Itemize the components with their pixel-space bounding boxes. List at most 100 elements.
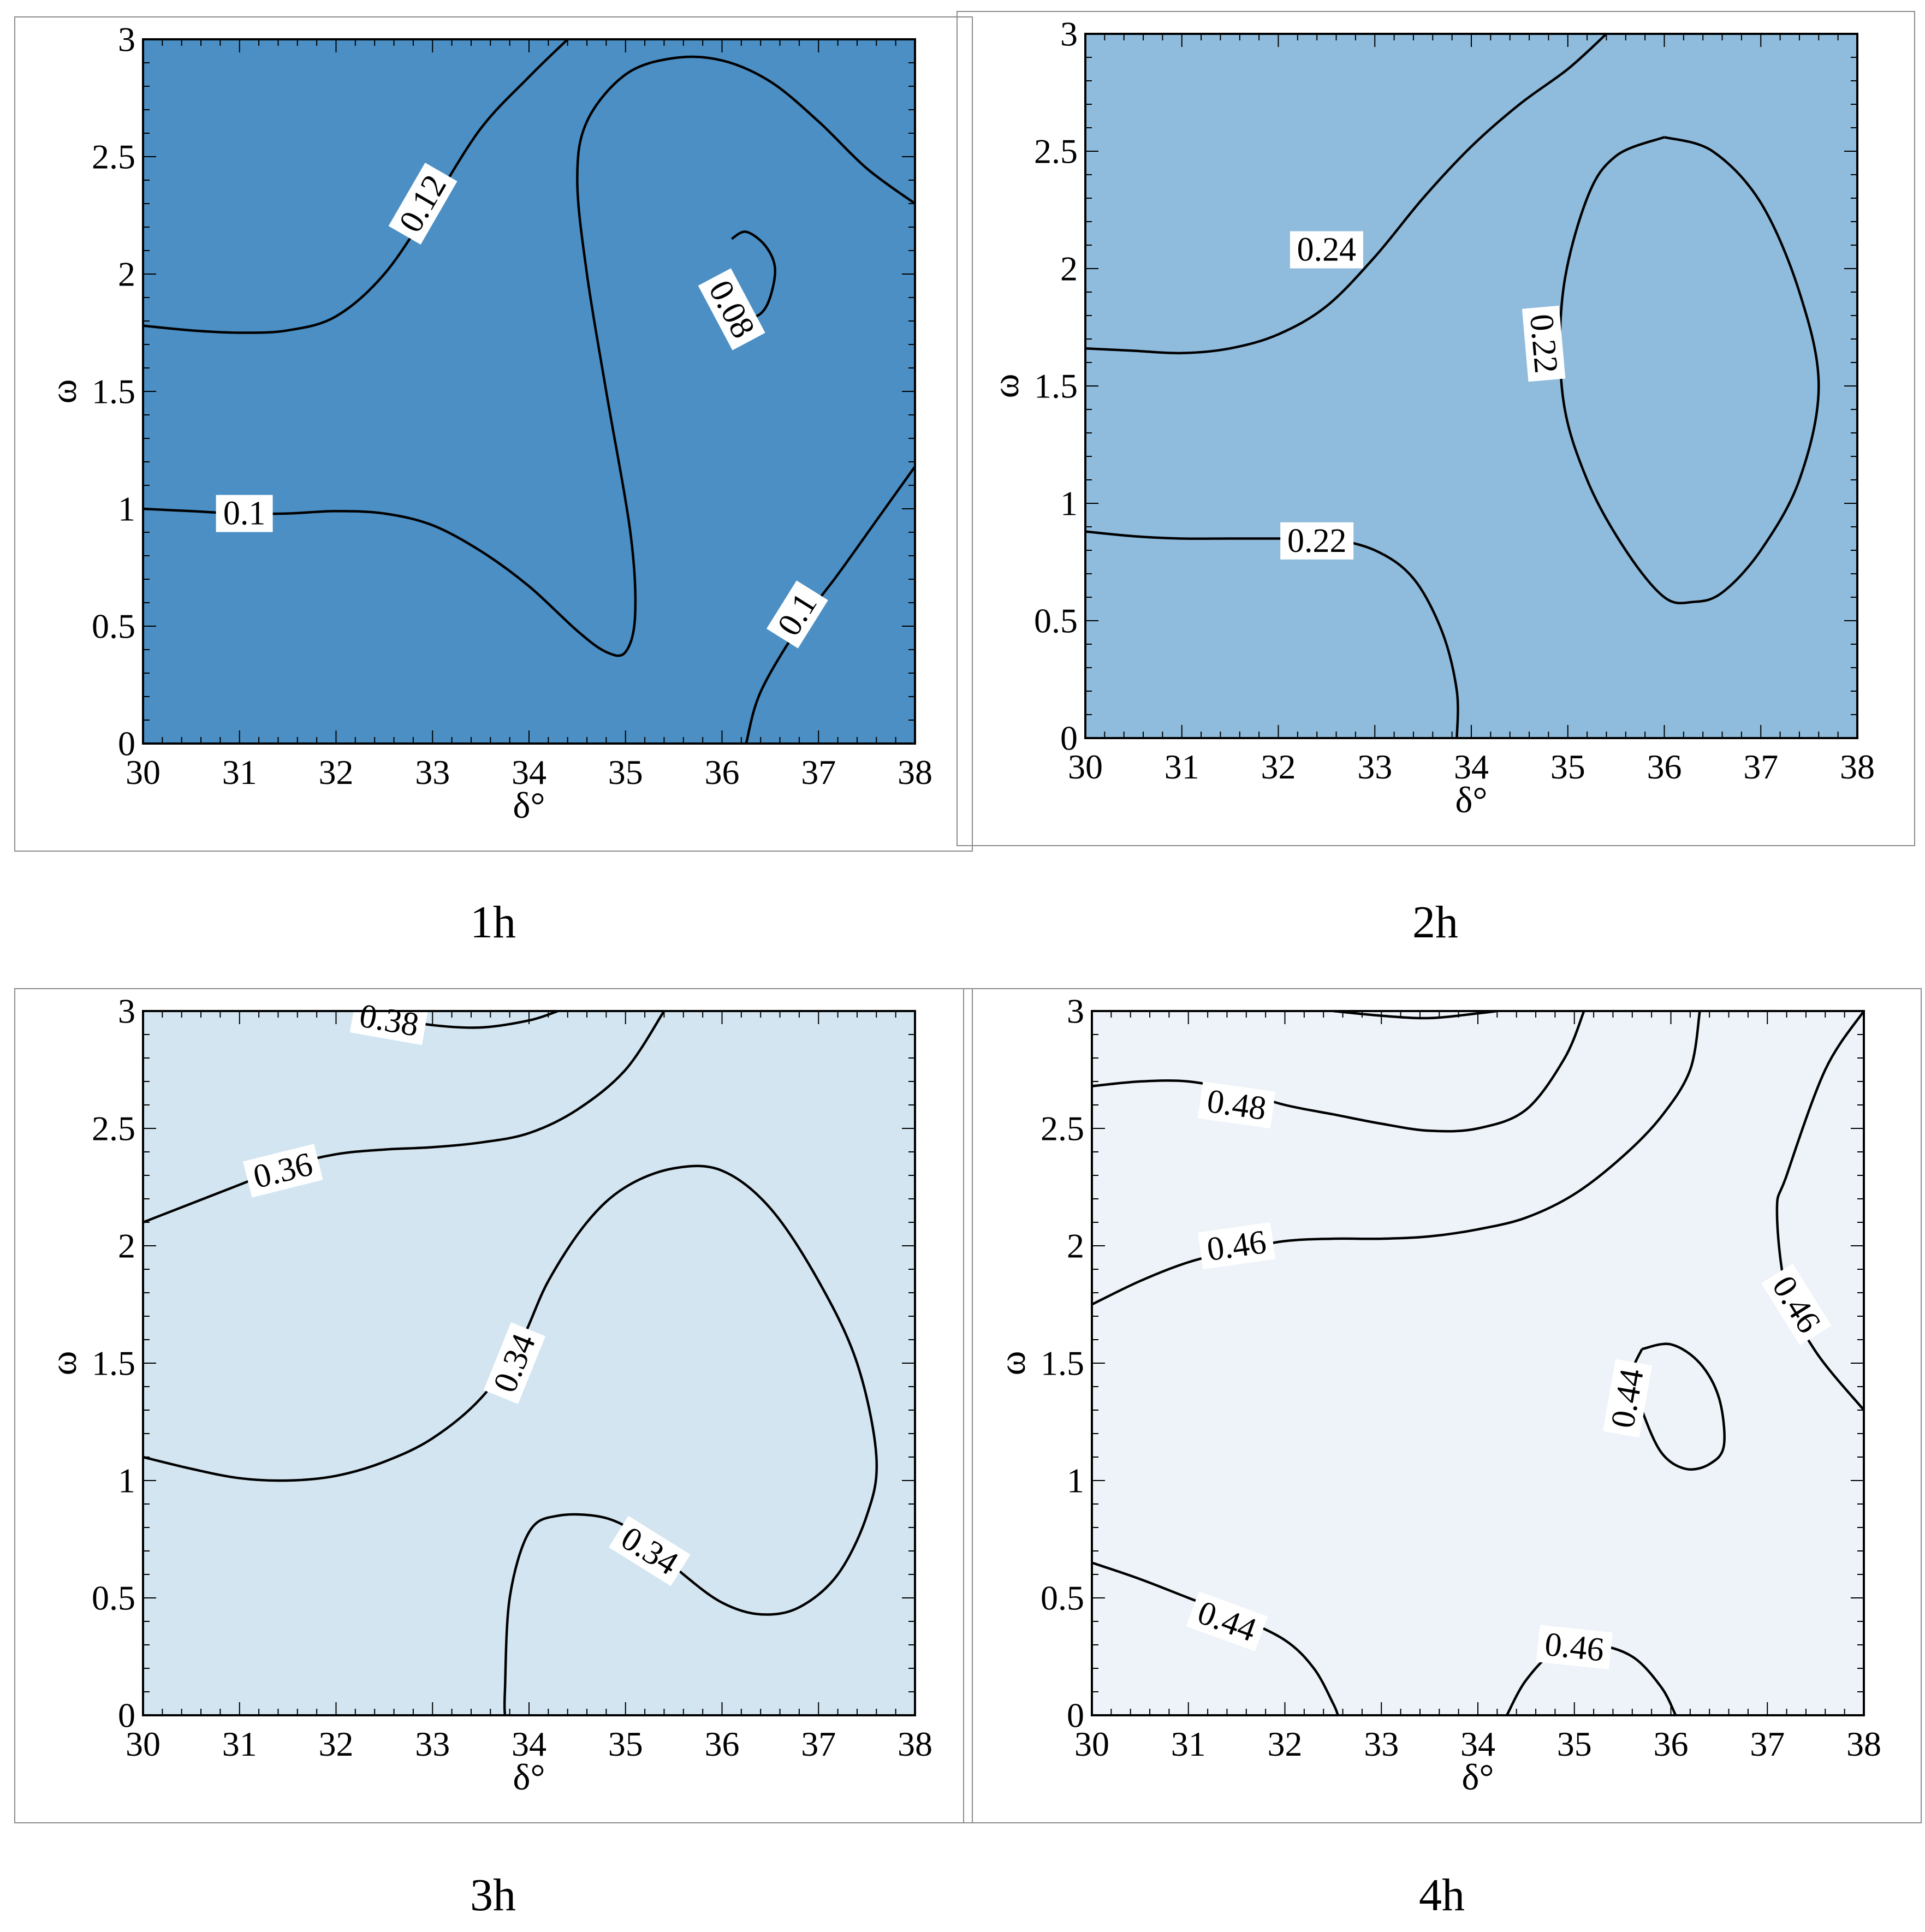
y-tick-label: 2.5: [92, 1109, 135, 1148]
x-tick-label: 35: [608, 753, 643, 792]
contour-label-bg: [388, 162, 458, 245]
x-tick-label: 37: [1743, 747, 1778, 786]
x-axis-label: δ°: [1455, 779, 1487, 821]
panel-frame: [963, 988, 1922, 1823]
tick-labels: 30 31 32 33 34 35 36 37 38 0 0.5 1 1.5 2 2.5 3: [92, 992, 932, 1764]
y-tick-label: 2: [118, 1227, 135, 1265]
x-tick-label: 36: [705, 1725, 740, 1763]
y-tick-label: 1: [1067, 1461, 1084, 1500]
y-tick-label: 0: [1067, 1696, 1084, 1735]
contour-label-bg: [698, 268, 765, 350]
contour-labels: 0.480.460.460.440.44 0.46: [1186, 1081, 1832, 1670]
contour-lines: [143, 39, 915, 744]
contour-label: 0.48: [1198, 1081, 1276, 1128]
x-tick-label: 38: [898, 753, 932, 792]
x-axis-label: δ°: [513, 1756, 545, 1798]
contour-line: [1085, 34, 1607, 355]
plot-border: [1084, 33, 1858, 739]
contour-label-bg: [1602, 1359, 1653, 1438]
x-tick-label: 38: [1846, 1725, 1881, 1763]
y-tick-label: 0: [118, 724, 135, 763]
contour-label-bg: [349, 996, 429, 1045]
panel-caption: 3h: [470, 1870, 516, 1921]
y-axis-label: ω: [43, 379, 84, 404]
x-tick-label: 30: [1074, 1725, 1109, 1763]
y-tick-label: 1.5: [92, 1344, 135, 1383]
contour-label: 0.24: [1290, 231, 1363, 269]
x-tick-label: 32: [1261, 747, 1296, 786]
contour-label-bg: [1522, 305, 1566, 382]
y-tick-label: 2: [1060, 249, 1078, 288]
contour-label-text: 0.22: [1287, 522, 1347, 560]
plot-area: [1085, 34, 1857, 738]
y-axis-label: ω: [991, 1351, 1033, 1376]
plot-border: [1091, 1010, 1865, 1716]
contour-label-bg: [1186, 1591, 1268, 1651]
y-tick-label: 2: [118, 255, 135, 294]
plot-border: [142, 1010, 916, 1716]
contour-label-bg: [1536, 1625, 1613, 1670]
y-tick-label: 1.5: [1041, 1344, 1084, 1383]
y-tick-label: 3: [118, 992, 135, 1031]
contour-label: 0.1: [767, 580, 828, 649]
x-tick-label: 35: [608, 1725, 643, 1763]
contour-label: 0.36: [243, 1144, 323, 1198]
panel-frame: [14, 988, 973, 1823]
y-tick-label: 2.5: [1034, 132, 1078, 171]
x-tick-label: 30: [126, 753, 161, 792]
y-tick-label: 3: [1067, 992, 1084, 1031]
contour-line: [143, 1164, 878, 1715]
contour-label: 0.1: [216, 495, 273, 532]
y-tick-label: 0: [118, 1696, 135, 1735]
y-tick-label: 2.5: [92, 138, 135, 176]
y-axis-label: ω: [43, 1351, 84, 1376]
contour-label-text: 0.24: [1297, 231, 1357, 269]
contour-label: 0.22: [1522, 305, 1566, 382]
contour-label-text: 0.22: [1523, 313, 1565, 375]
y-tick-label: 1: [118, 1461, 135, 1500]
contour-line: [1333, 1011, 1498, 1020]
contour-line: [143, 55, 915, 657]
panel-caption: 2h: [1412, 897, 1458, 948]
x-tick-label: 32: [319, 1725, 354, 1763]
contour-label-bg: [1761, 1263, 1832, 1346]
x-tick-label: 30: [1068, 747, 1103, 786]
contour-label-text: 0.1: [223, 495, 266, 532]
contour-label: 0.46: [1198, 1222, 1276, 1269]
y-tick-label: 0.5: [1034, 602, 1078, 640]
contour-panel-4h: 0.48 0.46 0.46 0.44 0.44 0.46 30 31 32 33 34 35 36 37…: [963, 988, 1922, 1823]
contour-label-bg: [767, 580, 828, 649]
contour-label-bg: [1198, 1222, 1276, 1269]
contour-line: [1775, 1011, 1864, 1411]
y-tick-label: 1: [118, 490, 135, 528]
contour-line: [143, 39, 569, 334]
y-tick-label: 1: [1060, 484, 1078, 523]
contour-label-bg: [243, 1144, 323, 1198]
contour-label: 0.46: [1536, 1625, 1613, 1670]
x-tick-label: 36: [705, 753, 740, 792]
x-tick-label: 31: [222, 1725, 257, 1763]
x-tick-label: 35: [1557, 1725, 1592, 1763]
contour-line: [1559, 136, 1820, 604]
y-tick-label: 2: [1067, 1227, 1084, 1265]
x-tick-label: 38: [898, 1725, 932, 1763]
x-tick-label: 33: [415, 1725, 450, 1763]
contour-label-text: 0.46: [1543, 1626, 1606, 1669]
x-tick-label: 36: [1654, 1725, 1689, 1763]
x-tick-label: 37: [1750, 1725, 1785, 1763]
panel-frame: [14, 16, 973, 852]
x-tick-label: 33: [1364, 1725, 1399, 1763]
contour-label-text: 0.46: [1205, 1223, 1269, 1268]
contour-line: [143, 1011, 666, 1224]
panel-caption: 4h: [1419, 1870, 1465, 1921]
y-tick-label: 0: [1060, 719, 1078, 758]
x-tick-label: 36: [1647, 747, 1682, 786]
contour-label-bg: [483, 1322, 546, 1404]
y-tick-label: 0.5: [92, 607, 135, 646]
y-tick-label: 0.5: [92, 1579, 135, 1618]
x-tick-label: 31: [1171, 1725, 1206, 1763]
contour-label: 0.34: [483, 1322, 546, 1404]
panel-caption: 1h: [470, 897, 516, 948]
